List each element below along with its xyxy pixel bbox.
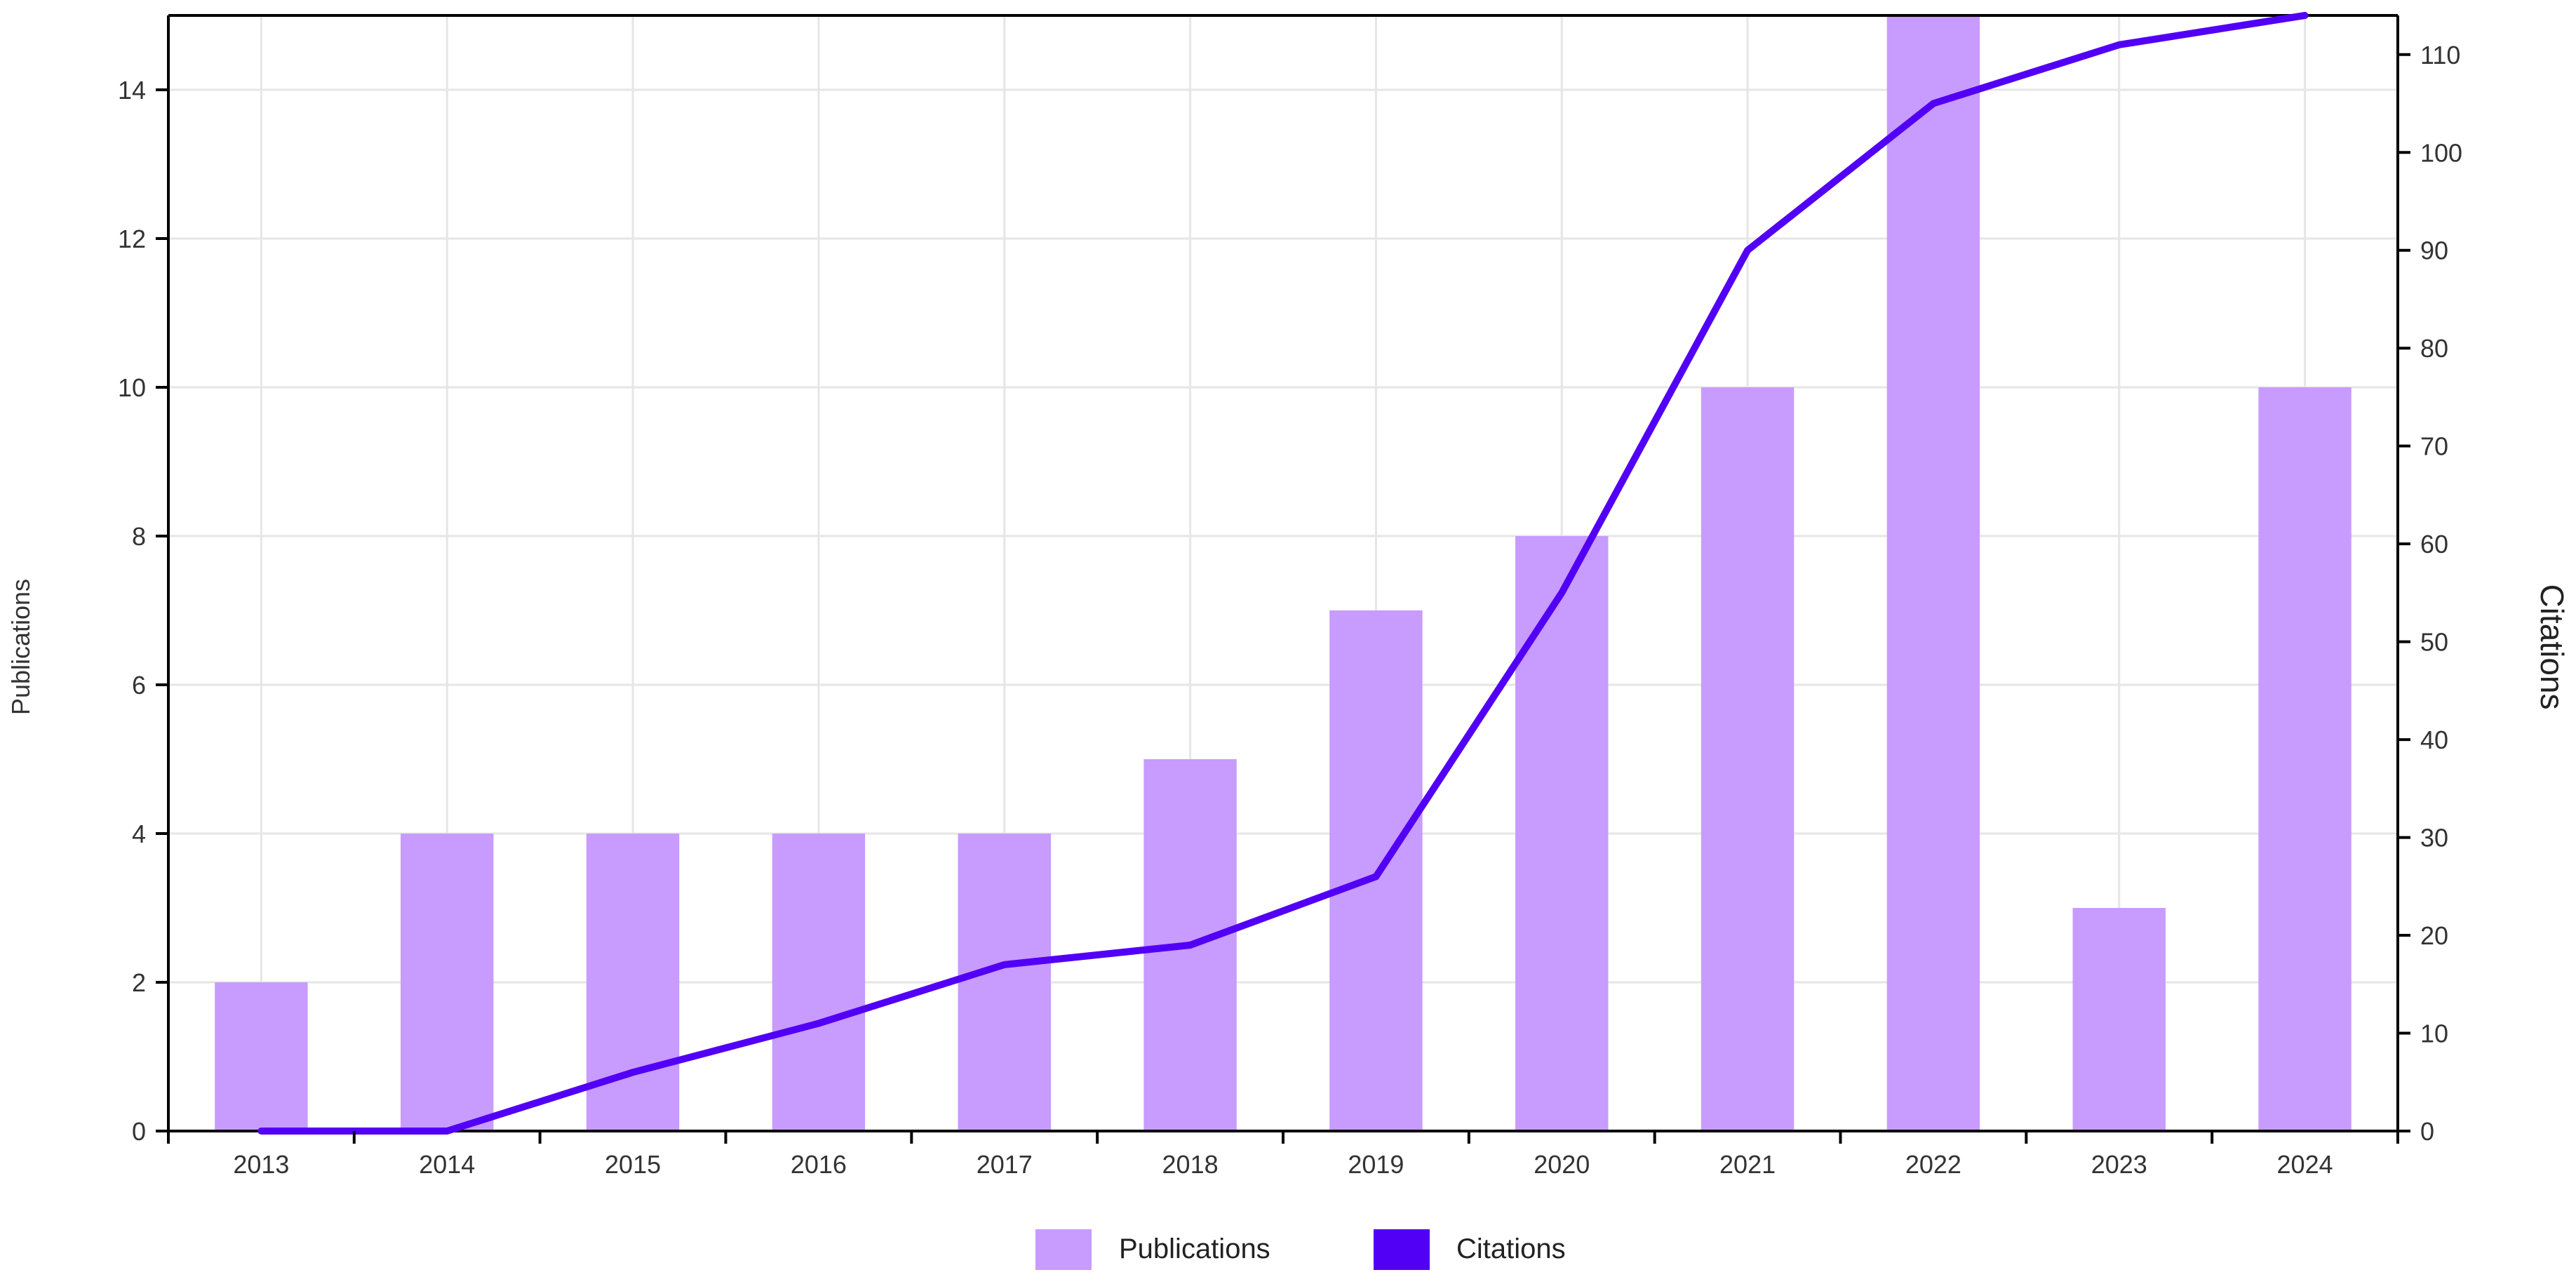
left-y-tick-label-12: 12 <box>118 225 146 253</box>
right-y-tick-label-70: 70 <box>2420 432 2448 461</box>
bar-publications-2013 <box>215 982 308 1131</box>
right-y-tick-label-30: 30 <box>2420 824 2448 852</box>
left-y-tick-label-2: 2 <box>132 968 146 997</box>
right-y-axis-ticks: 0 10 20 30 40 50 60 70 80 90 100 110 <box>2398 41 2462 1146</box>
x-tick-label-2014: 2014 <box>419 1150 475 1179</box>
bar-publications-2024 <box>2258 387 2352 1131</box>
left-y-tick-label-0: 0 <box>132 1117 146 1146</box>
bar-publications-2022 <box>1886 15 1980 1131</box>
right-y-tick-label-40: 40 <box>2420 725 2448 754</box>
x-tick-label-2019: 2019 <box>1348 1150 1404 1179</box>
x-tick-label-2015: 2015 <box>605 1150 661 1179</box>
left-y-tick-label-4: 4 <box>132 820 146 848</box>
legend: Publications Citations <box>1035 1229 1566 1270</box>
x-tick-label-2016: 2016 <box>791 1150 847 1179</box>
left-y-tick-label-14: 14 <box>118 76 146 105</box>
bar-publications-2021 <box>1700 387 1795 1131</box>
x-tick-label-2017: 2017 <box>977 1150 1033 1179</box>
right-y-tick-label-10: 10 <box>2420 1019 2448 1048</box>
axes <box>167 14 2399 1132</box>
bar-publications-2023 <box>2072 908 2166 1131</box>
right-y-tick-label-90: 90 <box>2420 236 2448 265</box>
x-tick-label-2018: 2018 <box>1162 1150 1219 1179</box>
legend-swatch-citations <box>1374 1229 1430 1270</box>
bar-publications-2017 <box>958 834 1051 1131</box>
left-y-tick-label-10: 10 <box>118 373 146 402</box>
right-y-tick-label-60: 60 <box>2420 530 2448 559</box>
x-tick-label-2013: 2013 <box>233 1150 289 1179</box>
right-y-tick-label-80: 80 <box>2420 334 2448 363</box>
x-tick-label-2021: 2021 <box>1719 1150 1776 1179</box>
right-y-axis-title: Citations <box>2534 584 2570 710</box>
bar-publications-2014 <box>401 834 494 1131</box>
left-y-tick-label-8: 8 <box>132 522 146 551</box>
left-y-axis-title: Publications <box>6 579 35 715</box>
left-y-tick-label-6: 6 <box>132 671 146 700</box>
right-y-tick-label-20: 20 <box>2420 921 2448 950</box>
right-y-tick-label-110: 110 <box>2420 41 2460 69</box>
right-y-tick-label-50: 50 <box>2420 628 2448 657</box>
x-tick-label-2024: 2024 <box>2277 1150 2333 1179</box>
legend-label-citations: Citations <box>1456 1233 1566 1264</box>
bar-publications-2016 <box>772 834 866 1131</box>
right-y-tick-label-0: 0 <box>2420 1117 2434 1146</box>
x-tick-label-2020: 2020 <box>1534 1150 1590 1179</box>
grid-lines <box>168 15 2398 1132</box>
bar-publications-2020 <box>1515 536 1609 1131</box>
x-tick-label-2023: 2023 <box>2091 1150 2147 1179</box>
x-axis-ticks: 2013 2014 2015 2016 2017 2018 2019 2020 2021 2022… <box>167 1131 2399 1179</box>
legend-label-publications: Publications <box>1119 1233 1270 1264</box>
left-y-axis-ticks: 0 2 4 6 8 10 12 14 <box>118 76 168 1146</box>
line-series-citations <box>257 12 2309 1135</box>
line-citations <box>257 12 2309 1135</box>
legend-swatch-publications <box>1035 1229 1092 1270</box>
right-y-tick-label-100: 100 <box>2420 138 2462 167</box>
bar-series-publications <box>215 15 2352 1131</box>
x-tick-label-2022: 2022 <box>1905 1150 1961 1179</box>
bar-publications-2015 <box>586 834 680 1131</box>
